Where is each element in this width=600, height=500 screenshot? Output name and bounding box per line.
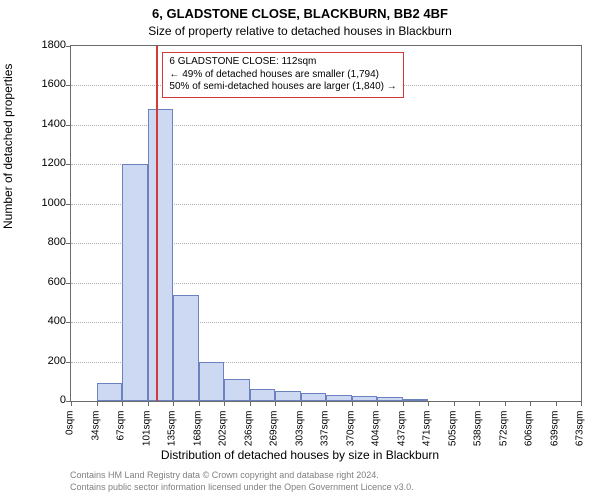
ytick-mark [66, 204, 71, 205]
xtick-label: 606sqm [524, 411, 535, 461]
xtick-mark [199, 401, 200, 406]
xtick-label: 202sqm [218, 411, 229, 461]
chart-title-line2: Size of property relative to detached ho… [0, 24, 600, 38]
histogram-bar [224, 379, 250, 401]
histogram-bar [148, 109, 174, 401]
ytick-label: 600 [16, 276, 66, 288]
xtick-label: 168sqm [192, 411, 203, 461]
xtick-mark [250, 401, 251, 406]
xtick-label: 337sqm [320, 411, 331, 461]
histogram-bar [250, 389, 276, 401]
xtick-label: 34sqm [90, 411, 101, 461]
histogram-bar [326, 395, 352, 401]
ytick-mark [66, 85, 71, 86]
footer-line2: Contains public sector information licen… [70, 482, 414, 492]
xtick-mark [275, 401, 276, 406]
ytick-label: 1600 [16, 78, 66, 90]
xtick-label: 236sqm [243, 411, 254, 461]
xtick-mark [479, 401, 480, 406]
y-axis-label: Number of detached properties [1, 64, 15, 229]
xtick-mark [403, 401, 404, 406]
callout-box: 6 GLADSTONE CLOSE: 112sqm← 49% of detach… [162, 52, 403, 98]
histogram-plot-area: 6 GLADSTONE CLOSE: 112sqm← 49% of detach… [70, 45, 582, 402]
xtick-mark [148, 401, 149, 406]
xtick-mark [530, 401, 531, 406]
xtick-mark [224, 401, 225, 406]
callout-line3: 50% of semi-detached houses are larger (… [169, 81, 396, 94]
xtick-mark [377, 401, 378, 406]
histogram-bar [275, 391, 301, 401]
histogram-bar [122, 164, 148, 401]
xtick-label: 0sqm [65, 411, 76, 461]
xtick-label: 404sqm [371, 411, 382, 461]
footer-line1: Contains HM Land Registry data © Crown c… [70, 470, 379, 480]
xtick-label: 572sqm [498, 411, 509, 461]
xtick-label: 303sqm [294, 411, 305, 461]
ytick-label: 1800 [16, 39, 66, 51]
xtick-label: 505sqm [447, 411, 458, 461]
histogram-bar [377, 397, 403, 401]
xtick-mark [454, 401, 455, 406]
ytick-label: 1400 [16, 118, 66, 130]
histogram-bar [97, 383, 123, 401]
xtick-label: 370sqm [345, 411, 356, 461]
histogram-bar [352, 396, 378, 401]
xtick-mark [556, 401, 557, 406]
xtick-label: 437sqm [396, 411, 407, 461]
ytick-mark [66, 362, 71, 363]
ytick-mark [66, 125, 71, 126]
xtick-label: 673sqm [575, 411, 586, 461]
xtick-label: 135sqm [167, 411, 178, 461]
ytick-mark [66, 164, 71, 165]
ytick-label: 200 [16, 355, 66, 367]
xtick-label: 67sqm [116, 411, 127, 461]
histogram-bar [403, 399, 429, 401]
xtick-mark [71, 401, 72, 406]
callout-line1: 6 GLADSTONE CLOSE: 112sqm [169, 56, 396, 69]
ytick-mark [66, 322, 71, 323]
marker-line [156, 46, 158, 401]
xtick-mark [301, 401, 302, 406]
xtick-label: 269sqm [269, 411, 280, 461]
xtick-mark [97, 401, 98, 406]
xtick-label: 471sqm [422, 411, 433, 461]
ytick-label: 0 [16, 394, 66, 406]
ytick-label: 1200 [16, 157, 66, 169]
ytick-label: 800 [16, 236, 66, 248]
ytick-label: 1000 [16, 197, 66, 209]
ytick-label: 400 [16, 315, 66, 327]
xtick-mark [352, 401, 353, 406]
ytick-mark [66, 243, 71, 244]
histogram-bar [173, 295, 199, 402]
callout-line2: ← 49% of detached houses are smaller (1,… [169, 69, 396, 82]
xtick-label: 538sqm [473, 411, 484, 461]
ytick-mark [66, 283, 71, 284]
histogram-bar [199, 362, 225, 401]
histogram-bar [301, 393, 327, 401]
xtick-mark [122, 401, 123, 406]
ytick-mark [66, 46, 71, 47]
chart-title-line1: 6, GLADSTONE CLOSE, BLACKBURN, BB2 4BF [0, 6, 600, 21]
xtick-mark [326, 401, 327, 406]
xtick-label: 639sqm [549, 411, 560, 461]
xtick-mark [173, 401, 174, 406]
xtick-mark [428, 401, 429, 406]
xtick-label: 101sqm [141, 411, 152, 461]
xtick-mark [581, 401, 582, 406]
xtick-mark [505, 401, 506, 406]
